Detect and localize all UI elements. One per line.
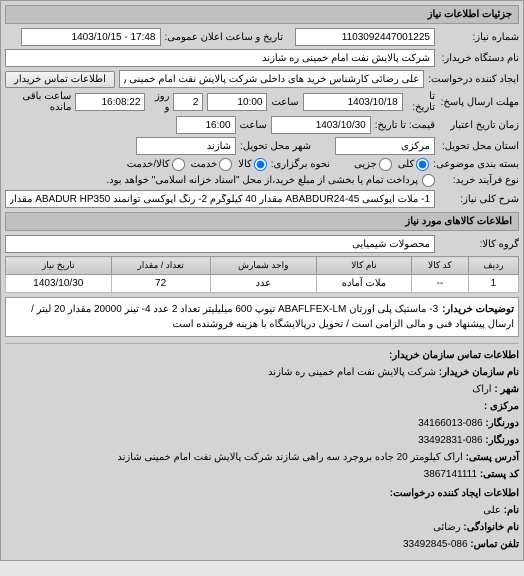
package-label: بسته بندی موضوعی: bbox=[433, 159, 519, 170]
group-input[interactable] bbox=[5, 235, 435, 253]
org-key: نام سازمان خریدار: bbox=[439, 367, 519, 378]
validity-to-label: قیمت: تا تاریخ: bbox=[375, 120, 435, 131]
days-input[interactable] bbox=[173, 93, 203, 111]
investment-label: نحوه برگزاری: bbox=[271, 159, 330, 170]
tel-val: 086-33492845 bbox=[403, 539, 468, 550]
remain-label: روز و bbox=[149, 91, 169, 113]
node-radio-group: کالا خدمت کالا/خدمت bbox=[127, 158, 267, 171]
address-val: اراک کیلومتر 20 جاده بروجرد سه راهی شازن… bbox=[117, 452, 462, 463]
deadline-send-label: مهلت ارسال پاسخ: bbox=[439, 97, 519, 108]
table-row[interactable]: 1 -- ملات آماده عدد 72 1403/10/30 bbox=[6, 275, 519, 293]
radio-both[interactable]: کالا/خدمت bbox=[127, 158, 185, 171]
col-row: ردیف bbox=[468, 257, 518, 275]
col-code: کد کالا bbox=[411, 257, 468, 275]
phone-val: 086-34166013 bbox=[418, 418, 483, 429]
validity-label: زمان تاریخ اعتبار bbox=[439, 120, 519, 131]
goods-section-title: اطلاعات کالاهای مورد نیاز bbox=[5, 212, 519, 231]
goods-table: ردیف کد کالا نام کالا واحد شمارش تعداد /… bbox=[5, 256, 519, 293]
creator-label: ایجاد کننده درخواست: bbox=[428, 74, 519, 85]
address-key: آدرس پستی: bbox=[466, 452, 519, 463]
datetime-input[interactable] bbox=[21, 28, 161, 46]
remain-suffix: ساعت باقی مانده bbox=[5, 91, 71, 113]
deadline-time-input[interactable] bbox=[207, 93, 267, 111]
radio-all[interactable]: کلی bbox=[398, 158, 429, 171]
description-box: توضیحات خریدار: 3- ماستیک پلی اورتان ABA… bbox=[5, 297, 519, 337]
delivery-province-label: استان محل تحویل: bbox=[439, 141, 519, 152]
radio-goods[interactable]: کالا bbox=[238, 158, 267, 171]
contact-header: اطلاعات تماس سازمان خریدار: bbox=[5, 350, 519, 361]
city-key: شهر : bbox=[494, 384, 519, 395]
delivery-city-label: شهر محل تحویل: bbox=[240, 141, 311, 152]
package-radio-group: کلی جزیی bbox=[354, 158, 429, 171]
col-name: نام کالا bbox=[316, 257, 411, 275]
col-qty: تعداد / مقدار bbox=[111, 257, 210, 275]
group-label: گروه کالا: bbox=[439, 239, 519, 250]
deadline-date-input[interactable] bbox=[303, 93, 403, 111]
validity-date-input[interactable] bbox=[271, 116, 371, 134]
postal-val: 3867141111 bbox=[424, 469, 477, 480]
tel-key: تلفن تماس: bbox=[470, 539, 519, 550]
panel-title: جزئیات اطلاعات نیاز bbox=[5, 5, 519, 24]
contact2-header: اطلاعات ایجاد کننده درخواست: bbox=[5, 488, 519, 499]
time-label-1: ساعت bbox=[271, 97, 298, 108]
contact-buyer-button[interactable]: اطلاعات تماس خریدار bbox=[5, 71, 115, 88]
process-radio[interactable] bbox=[422, 174, 435, 187]
creator-input[interactable] bbox=[119, 70, 424, 88]
process-label: نوع فرآیند خرید: bbox=[439, 175, 519, 186]
province-key: مرکزی : bbox=[484, 401, 519, 412]
watermark-text: ۰۲۱-۸۸۳۴۹۶ bbox=[0, 327, 4, 451]
org-val: شرکت پالایش نفت امام خمینی ره شازند bbox=[268, 367, 436, 378]
radio-service[interactable]: خدمت bbox=[191, 158, 233, 171]
deadline-to-label: تا تاریخ: bbox=[407, 91, 435, 113]
request-number-label: شماره نیاز: bbox=[439, 32, 519, 43]
keywords-label: شرح کلی نیاز: bbox=[439, 194, 519, 205]
family-key: نام خانوادگی: bbox=[463, 522, 519, 533]
process-text: پرداخت تمام یا بخشی از مبلغ خرید،از محل … bbox=[106, 175, 418, 186]
buyer-org-input[interactable] bbox=[5, 49, 435, 67]
delivery-city-input[interactable] bbox=[136, 137, 236, 155]
validity-time-label: ساعت bbox=[240, 120, 267, 131]
name-val: علی bbox=[483, 505, 501, 516]
request-number-input[interactable] bbox=[295, 28, 435, 46]
fax-val: 086-33492831 bbox=[418, 435, 483, 446]
datetime-label: تاریخ و ساعت اعلان عمومی: bbox=[165, 32, 284, 43]
name-key: نام: bbox=[504, 505, 519, 516]
city-val: اراک bbox=[472, 384, 491, 395]
contact-section: اطلاعات تماس سازمان خریدار: نام سازمان خ… bbox=[5, 350, 519, 552]
buyer-org-label: نام دستگاه خریدار: bbox=[439, 53, 519, 64]
keywords-input[interactable] bbox=[5, 190, 435, 208]
validity-time-input[interactable] bbox=[176, 116, 236, 134]
fax-key: دورنگار: bbox=[485, 435, 519, 446]
radio-partial[interactable]: جزیی bbox=[354, 158, 392, 171]
postal-key: کد پستی: bbox=[480, 469, 519, 480]
col-date: تاریخ نیاز bbox=[6, 257, 112, 275]
col-unit: واحد شمارش bbox=[210, 257, 316, 275]
remain-time-input[interactable] bbox=[75, 93, 145, 111]
phone-key: دورنگار: bbox=[485, 418, 519, 429]
family-val: رضائی bbox=[433, 522, 461, 533]
delivery-province-input[interactable] bbox=[335, 137, 435, 155]
desc-label: توضیحات خریدار: bbox=[442, 302, 514, 317]
